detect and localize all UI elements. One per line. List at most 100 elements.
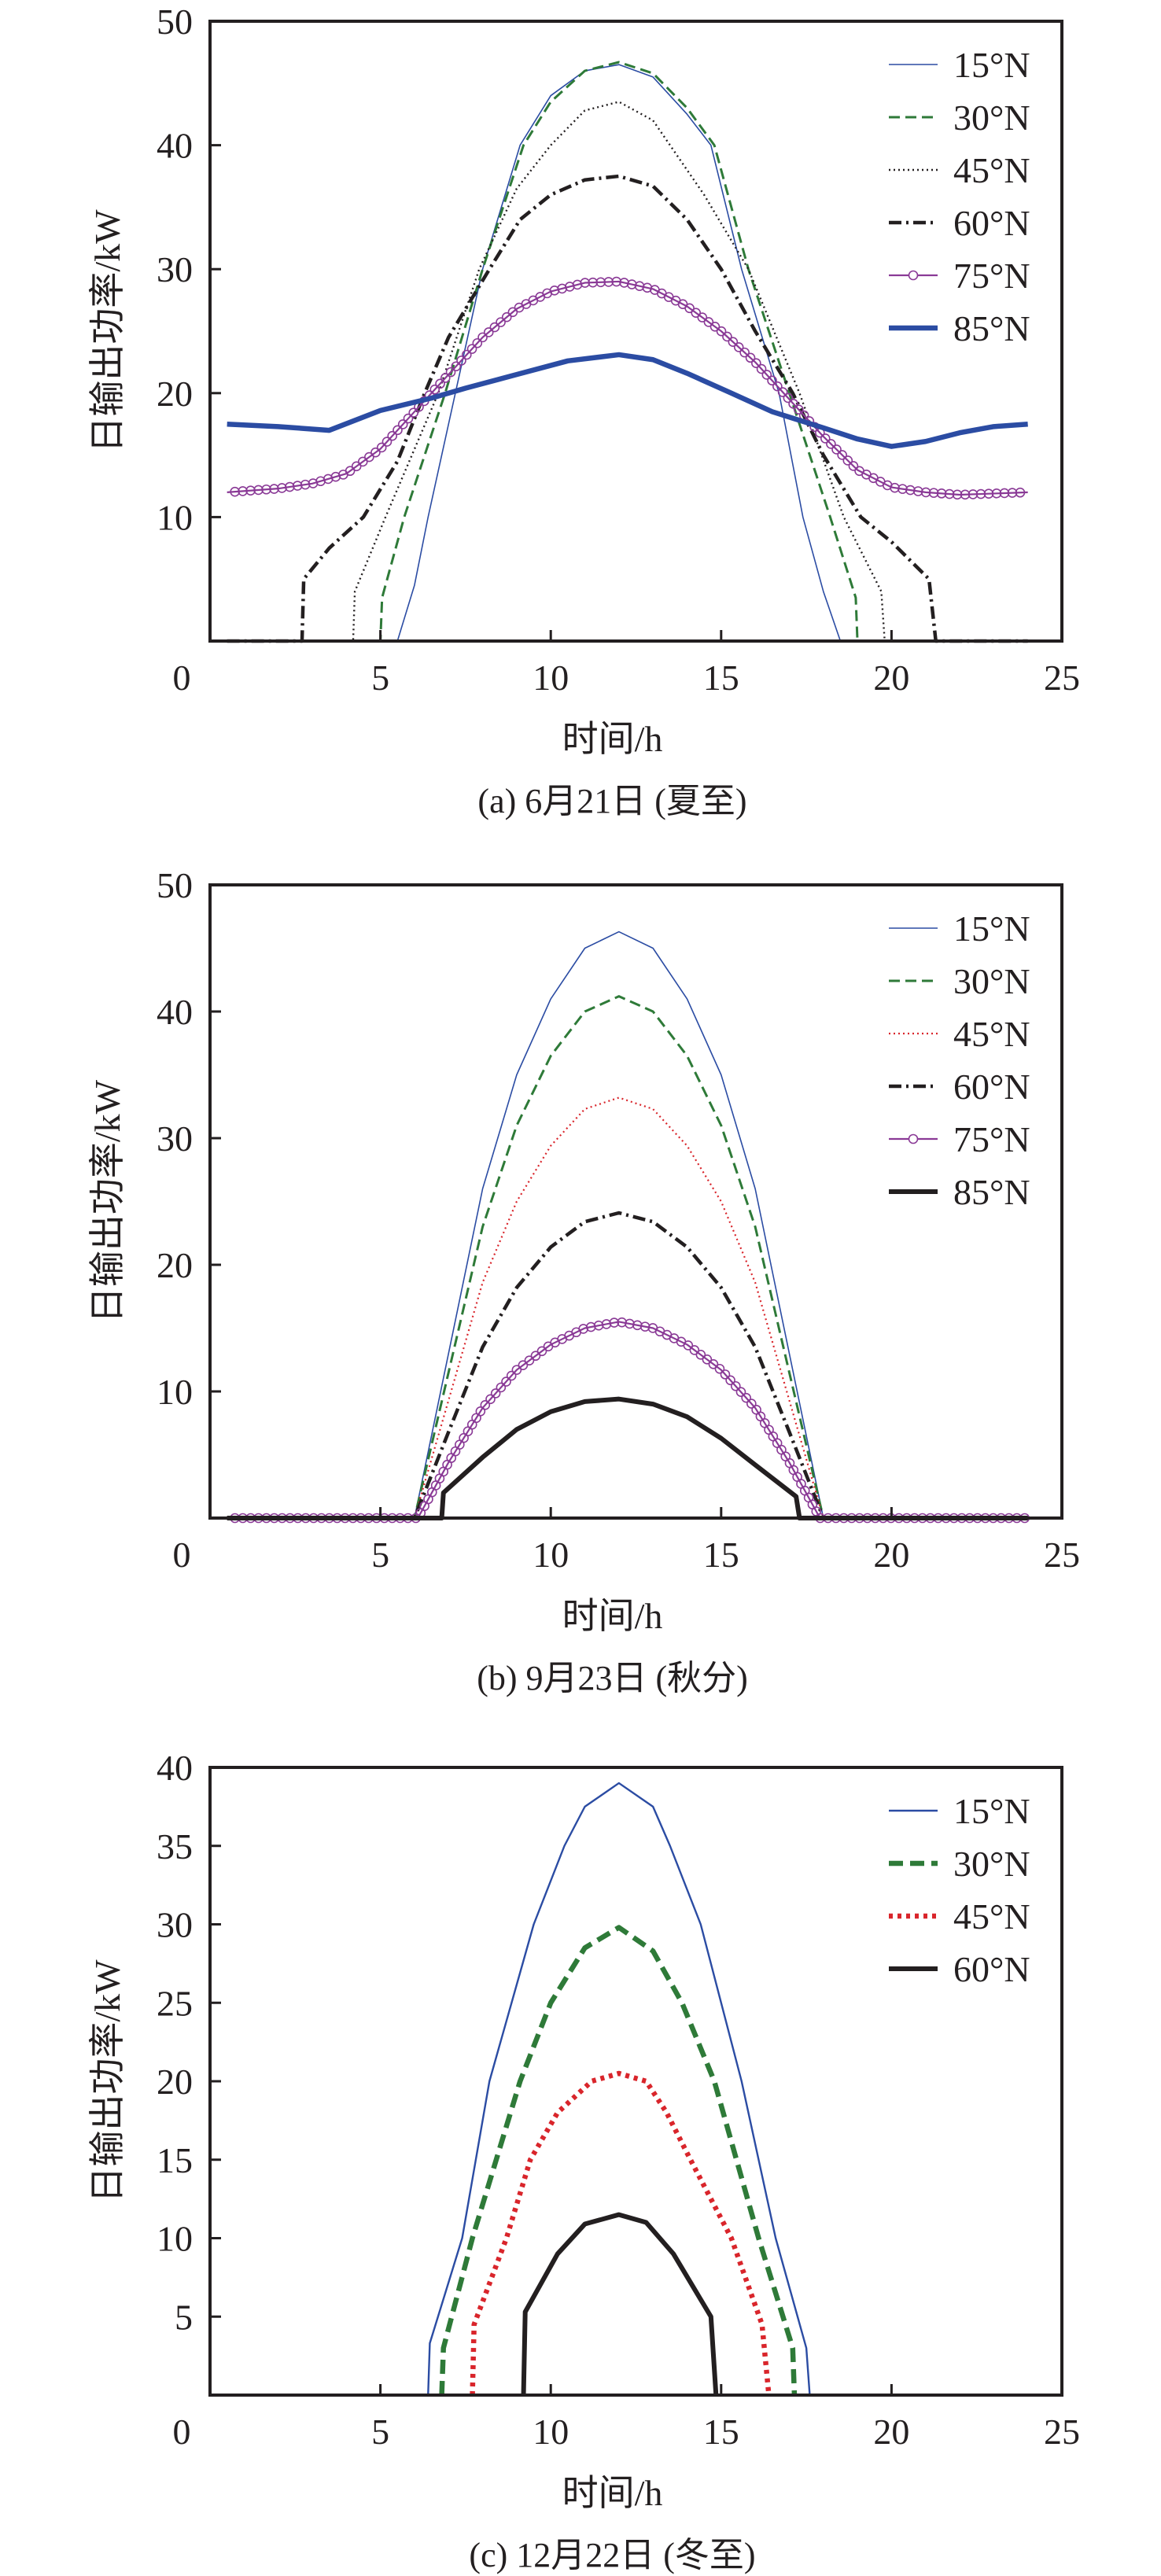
x-axis-title: 时间/h <box>562 1596 663 1636</box>
data-point-marker <box>1007 488 1018 498</box>
data-point-marker <box>928 488 939 498</box>
x-tick-label: 15 <box>703 1535 739 1575</box>
data-point-marker <box>714 1363 725 1374</box>
data-point-marker <box>890 482 900 493</box>
x-tick-label: 20 <box>873 658 909 698</box>
x-axis-title: 时间/h <box>562 719 663 759</box>
data-point-marker <box>245 485 256 496</box>
data-point-marker <box>848 461 859 471</box>
series-line-15degN <box>227 64 1028 642</box>
data-point-marker <box>739 347 750 358</box>
data-point-marker <box>837 450 847 460</box>
series-line-60degN <box>227 1211 1028 1520</box>
data-point-marker <box>595 277 606 288</box>
y-tick-label: 20 <box>157 1245 193 1285</box>
y-tick-label: 50 <box>157 865 193 905</box>
x-tick-label: 25 <box>1044 1535 1080 1575</box>
x-tick-label: 15 <box>703 658 739 698</box>
data-point-marker <box>720 1369 731 1380</box>
data-point-marker <box>702 1354 713 1365</box>
data-point-marker <box>716 326 727 337</box>
data-point-marker <box>277 483 287 493</box>
legend-label: 75°N <box>953 256 1030 296</box>
y-tick-label: 25 <box>157 1983 193 2023</box>
series-line-45degN <box>227 101 1028 643</box>
data-point-marker <box>585 1321 596 1332</box>
data-point-marker <box>999 488 1010 499</box>
x-tick-label: 0 <box>173 658 191 698</box>
data-point-marker <box>485 1394 496 1405</box>
series-line-60degN <box>227 174 1028 643</box>
x-tick-label: 10 <box>533 1535 569 1575</box>
x-tick-label: 5 <box>371 658 389 698</box>
data-point-marker <box>364 451 374 463</box>
data-point-marker <box>794 404 804 415</box>
legend-label: 85°N <box>953 308 1030 348</box>
data-point-marker <box>772 381 783 392</box>
y-tick-label: 40 <box>157 126 193 166</box>
legend-label: 30°N <box>953 98 1030 138</box>
data-point-marker <box>588 277 599 288</box>
data-point-marker <box>370 447 381 458</box>
data-point-marker <box>518 1360 529 1370</box>
x-tick-label: 20 <box>873 2412 909 2452</box>
plot-frame <box>208 20 1063 643</box>
data-point-marker <box>611 276 621 287</box>
data-point-marker <box>351 461 362 472</box>
data-point-marker <box>376 442 387 453</box>
data-point-marker <box>292 481 303 491</box>
data-point-marker <box>820 433 831 444</box>
data-point-marker <box>625 1318 635 1329</box>
x-tick-label: 25 <box>1044 658 1080 698</box>
legend-marker <box>908 1133 919 1144</box>
data-point-marker <box>777 387 788 397</box>
series-line-45degN <box>227 1096 1028 1520</box>
y-tick-label: 15 <box>157 2140 193 2180</box>
data-point-marker <box>435 378 445 389</box>
data-point-marker <box>603 277 614 287</box>
series-line-60degN <box>521 2212 719 2396</box>
y-tick-label: 30 <box>157 249 193 289</box>
data-point-marker <box>269 484 279 494</box>
data-point-marker <box>387 430 398 441</box>
chart-caption: (a) 6月21日 (夏至) <box>477 782 746 820</box>
data-point-marker <box>472 337 483 348</box>
legend: 15°N 30°N 45°N 60°N 75°N 85°N <box>889 908 1030 1212</box>
data-point-marker <box>496 1382 507 1393</box>
x-tick-label: 5 <box>371 2412 389 2452</box>
x-tick-label: 5 <box>371 1535 389 1575</box>
legend-label: 15°N <box>953 1791 1030 1831</box>
data-point-marker <box>761 370 772 380</box>
data-point-marker <box>501 311 512 322</box>
data-point-marker <box>230 486 240 497</box>
legend: 15°N 30°N 45°N 60°N <box>889 1791 1030 1989</box>
data-point-marker <box>767 375 777 386</box>
data-point-marker <box>751 358 761 369</box>
data-point-marker <box>639 1321 651 1332</box>
data-point-marker <box>524 1355 535 1365</box>
data-point-marker <box>831 444 842 455</box>
y-tick-label: 40 <box>157 1748 193 1788</box>
legend-label: 30°N <box>953 1844 1030 1884</box>
data-point-marker <box>489 322 500 333</box>
y-axis-title: 日输出功率/kW <box>87 1959 127 2203</box>
series-line-30degN <box>227 61 1028 643</box>
data-point-marker <box>741 1392 751 1403</box>
x-tick-label: 0 <box>173 2412 191 2452</box>
data-point-marker <box>393 425 403 436</box>
series-line-15degN <box>427 1782 811 2396</box>
data-point-marker <box>788 399 798 409</box>
legend-label: 45°N <box>953 150 1030 190</box>
data-point-marker <box>253 485 264 496</box>
series-line-30degN <box>227 995 1028 1520</box>
data-point-marker <box>683 1340 694 1351</box>
data-point-marker <box>601 1319 612 1329</box>
series-line-85degN <box>227 1396 1028 1520</box>
data-point-marker <box>783 392 794 404</box>
data-point-marker <box>357 456 368 467</box>
data-point-marker <box>475 1406 486 1417</box>
chart-caption: (c) 12月22日 (冬至) <box>469 2536 755 2574</box>
y-tick-label: 50 <box>157 2 193 42</box>
data-point-marker <box>703 317 714 327</box>
